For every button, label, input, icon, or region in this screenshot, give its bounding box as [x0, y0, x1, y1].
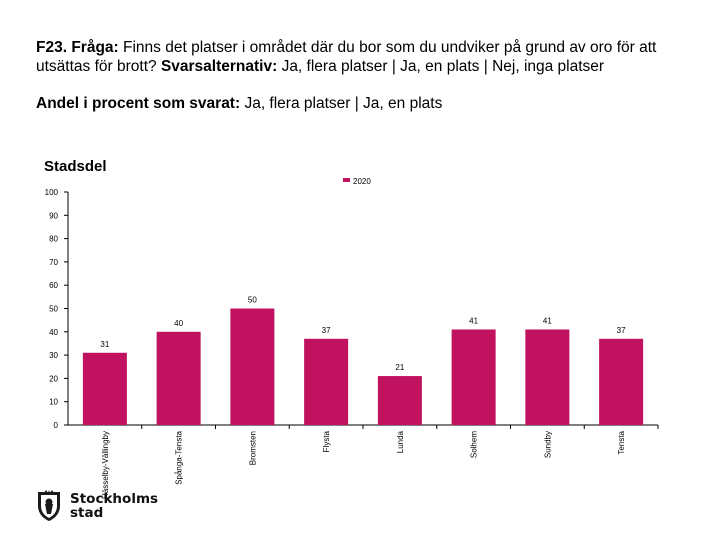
y-tick-label: 80	[49, 235, 58, 244]
slide-subtitle: Andel i procent som svarat: Ja, flera pl…	[36, 94, 686, 113]
bar	[451, 329, 496, 425]
y-tick-label: 40	[49, 328, 58, 337]
y-tick-label: 20	[49, 374, 58, 383]
data-label: 37	[322, 326, 331, 335]
y-tick-label: 60	[49, 281, 58, 290]
category-label: Lunda	[396, 430, 405, 453]
data-label: 21	[395, 363, 404, 372]
logo-line-2: stad	[70, 505, 104, 521]
chart-title: Stadsdel	[44, 158, 107, 175]
bar	[377, 376, 422, 425]
question-label: F23. Fråga:	[36, 39, 119, 56]
category-label: Tensta	[617, 430, 626, 454]
legend-swatch	[343, 178, 350, 182]
category-label: Bromsten	[248, 431, 257, 465]
stockholm-logo: Stockholms stad	[34, 490, 158, 522]
question-text: Finns det platser i området där du bor s…	[36, 39, 657, 75]
city-crest-icon	[38, 490, 60, 521]
y-tick-label: 50	[49, 305, 58, 314]
subtitle-text: Ja, flera platser | Ja, en plats	[244, 95, 443, 112]
slide-title: F23. Fråga: Finns det platser i området …	[36, 38, 686, 76]
y-tick-label: 90	[49, 211, 58, 220]
bar	[230, 308, 275, 425]
bar	[525, 329, 570, 425]
data-label: 41	[469, 316, 478, 325]
bar	[304, 338, 349, 425]
alternatives-label: Svarsalternativ:	[160, 58, 278, 75]
bar	[156, 331, 201, 425]
alternatives-text: Ja, flera platser | Ja, en plats | Nej, …	[281, 58, 605, 75]
bar	[82, 352, 127, 425]
logo-text: Stockholms stad	[70, 492, 158, 520]
data-label: 31	[100, 340, 109, 349]
category-label: Solhem	[470, 431, 479, 458]
data-label: 37	[617, 326, 626, 335]
category-label: Flysta	[322, 430, 331, 452]
category-label: Spånga-Tensta	[175, 430, 184, 484]
data-label: 41	[543, 316, 552, 325]
y-tick-label: 30	[49, 351, 58, 360]
legend-label: 2020	[353, 177, 371, 186]
subtitle-label: Andel i procent som svarat:	[36, 95, 241, 112]
y-tick-label: 0	[54, 421, 59, 430]
category-label: Sundby	[543, 431, 552, 458]
y-tick-label: 70	[49, 258, 58, 267]
y-tick-label: 100	[45, 188, 59, 197]
y-tick-label: 10	[49, 398, 58, 407]
data-label: 50	[248, 296, 257, 305]
bar	[599, 338, 644, 425]
logo-line-1: Stockholms	[70, 491, 159, 507]
category-label: Hässelby-Vällingby	[101, 431, 110, 499]
data-label: 40	[174, 319, 183, 328]
